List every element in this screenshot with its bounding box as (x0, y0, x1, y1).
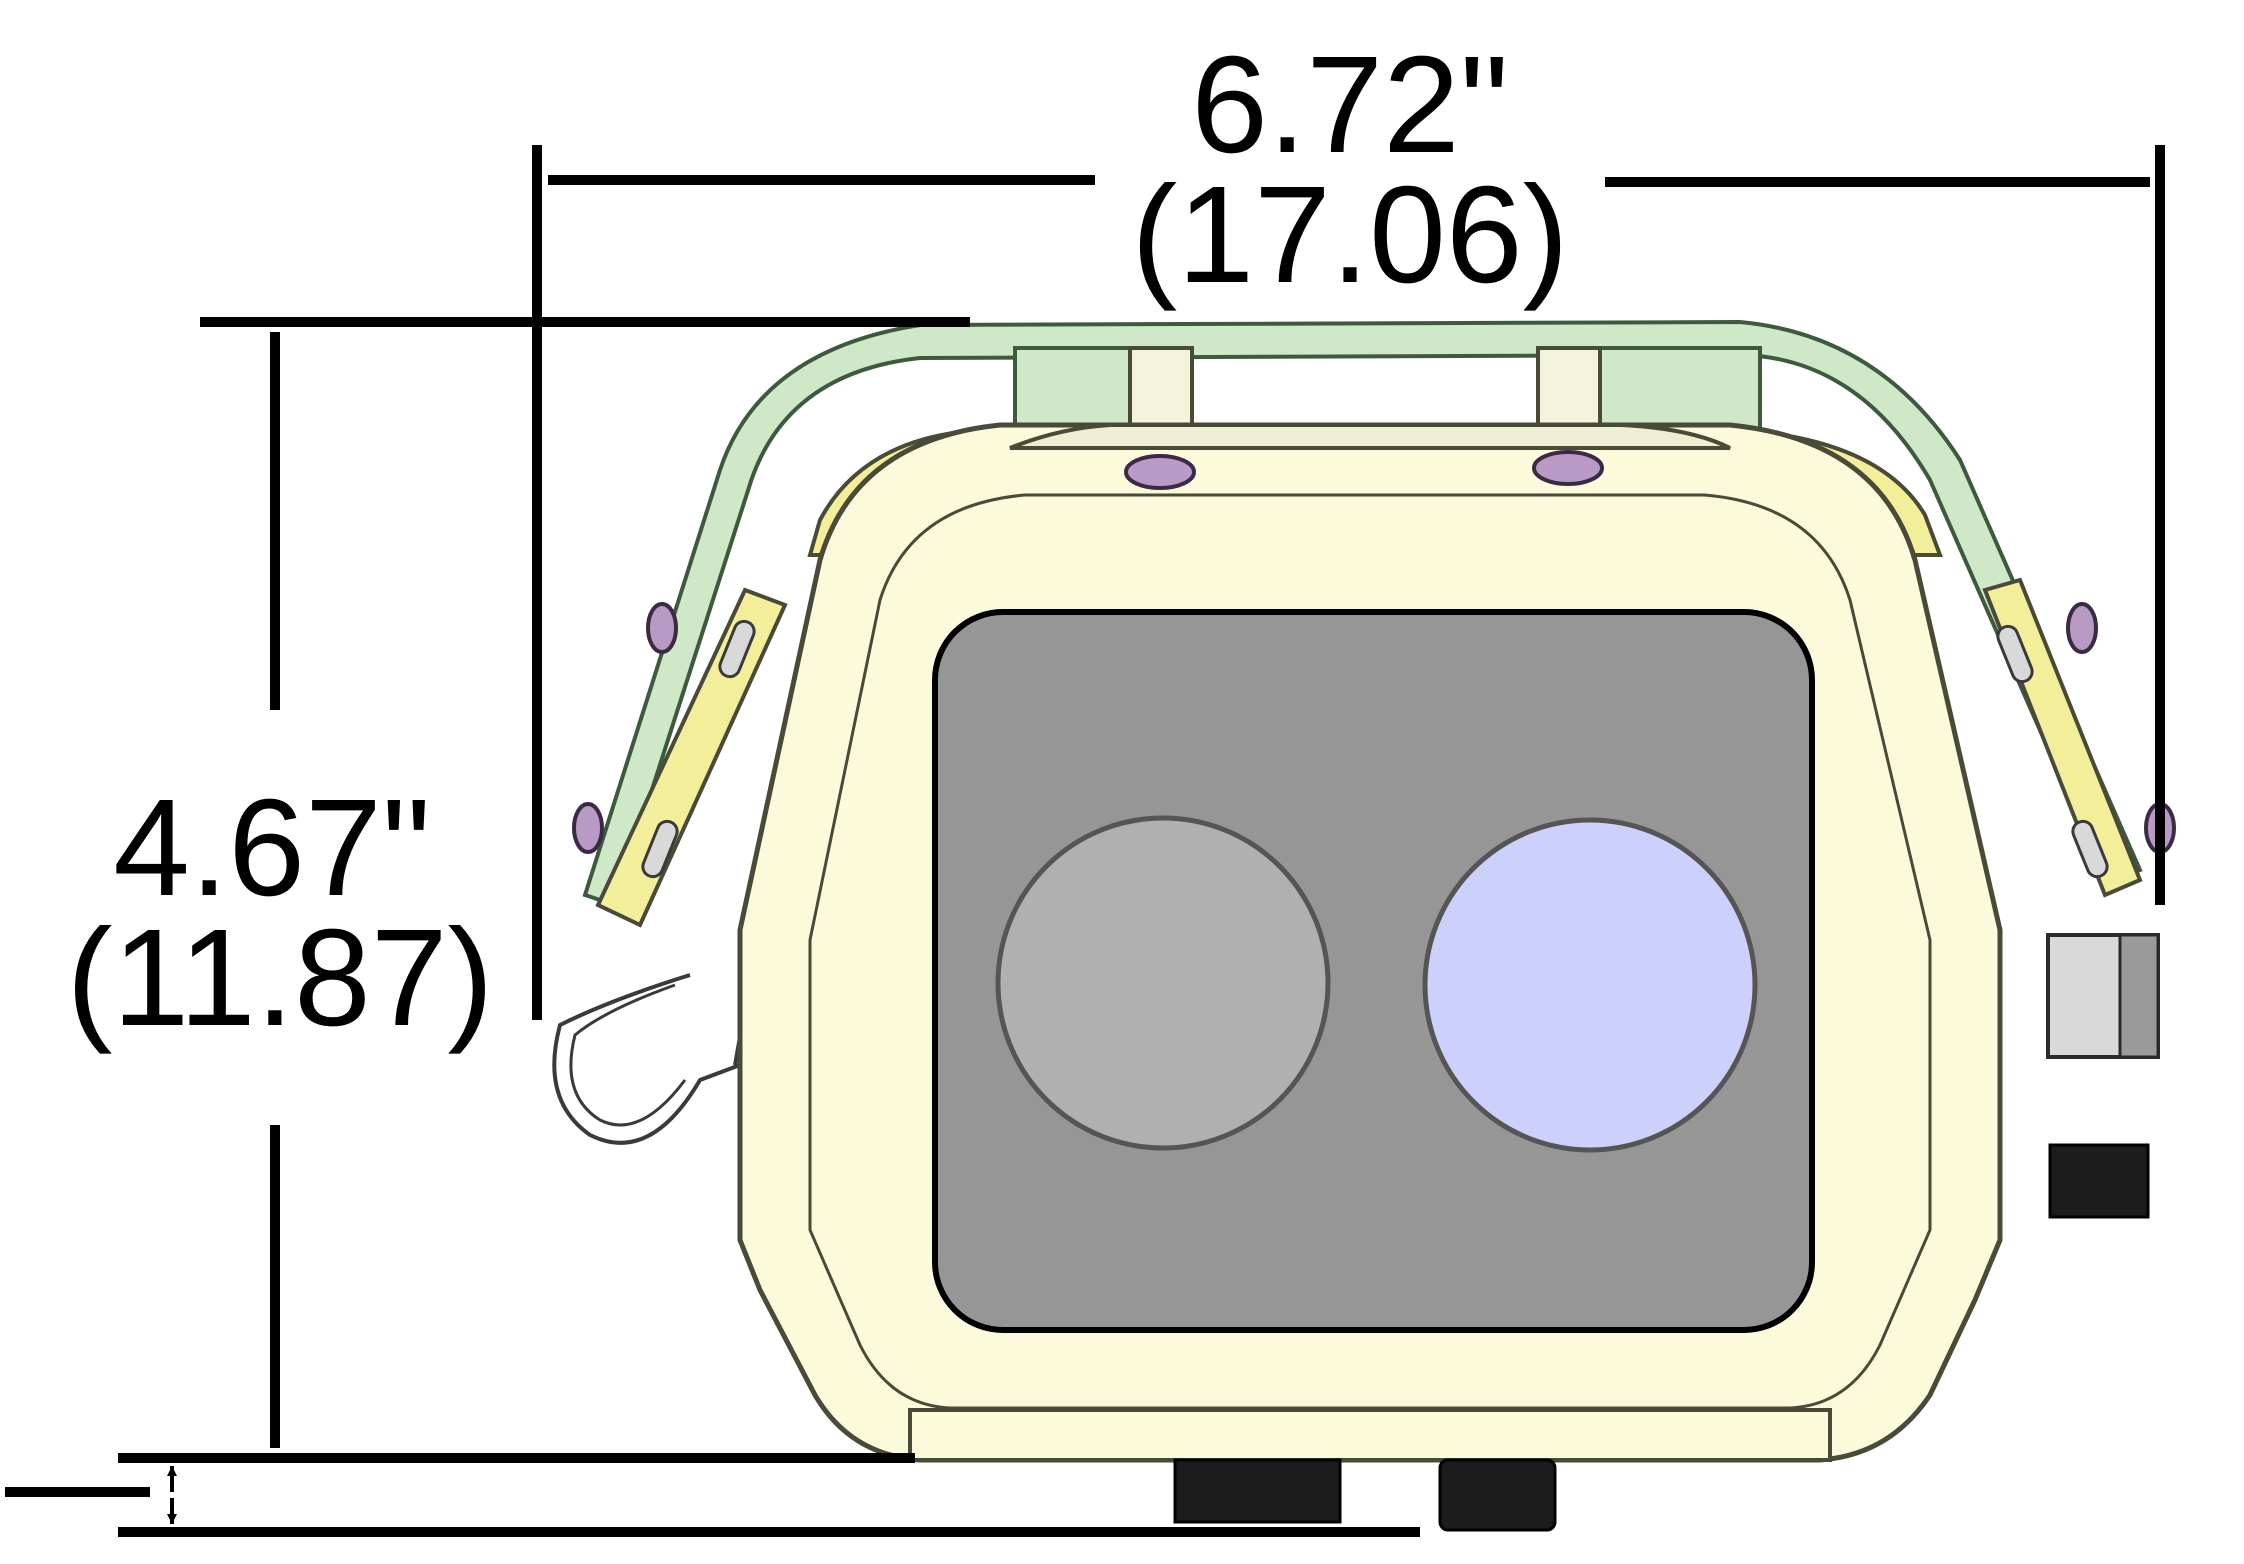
slot-right-lower (2071, 819, 2109, 879)
lens-right (1422, 817, 1758, 1153)
height-inches-label: 4.67" (113, 771, 431, 925)
screw-top-right (1532, 450, 1604, 486)
width-inches-label: 6.72" (1191, 28, 1509, 182)
slot-left-lower (641, 819, 679, 879)
housing-bottom-band (908, 1408, 1832, 1462)
camera-assembly (552, 319, 2176, 1532)
screw-right-upper (2066, 602, 2098, 654)
height-cm-label: (11.87) (66, 901, 493, 1055)
connector-right-side (2048, 1143, 2150, 1219)
side-block-right-shade (2118, 933, 2160, 1059)
lens-left (995, 815, 1331, 1151)
top-cap-plate (1009, 423, 1731, 450)
connector-bottom-left (1173, 1458, 1342, 1524)
mounting-bracket (582, 319, 2143, 908)
slot-right-upper (1996, 624, 2034, 684)
cable-loop-clip-inner (569, 983, 687, 1127)
bracket-tab-right (1588, 346, 1762, 432)
dimension-annotations (5, 145, 2165, 1537)
screw-left-upper (646, 602, 678, 654)
screw-top-left (1124, 454, 1196, 490)
width-cm-label: (17.06) (1131, 158, 1568, 312)
cable-loop-clip (552, 973, 741, 1145)
slot-left-upper (718, 619, 756, 679)
screw-left-lower (572, 802, 604, 854)
connector-bottom-right (1438, 1458, 1557, 1532)
